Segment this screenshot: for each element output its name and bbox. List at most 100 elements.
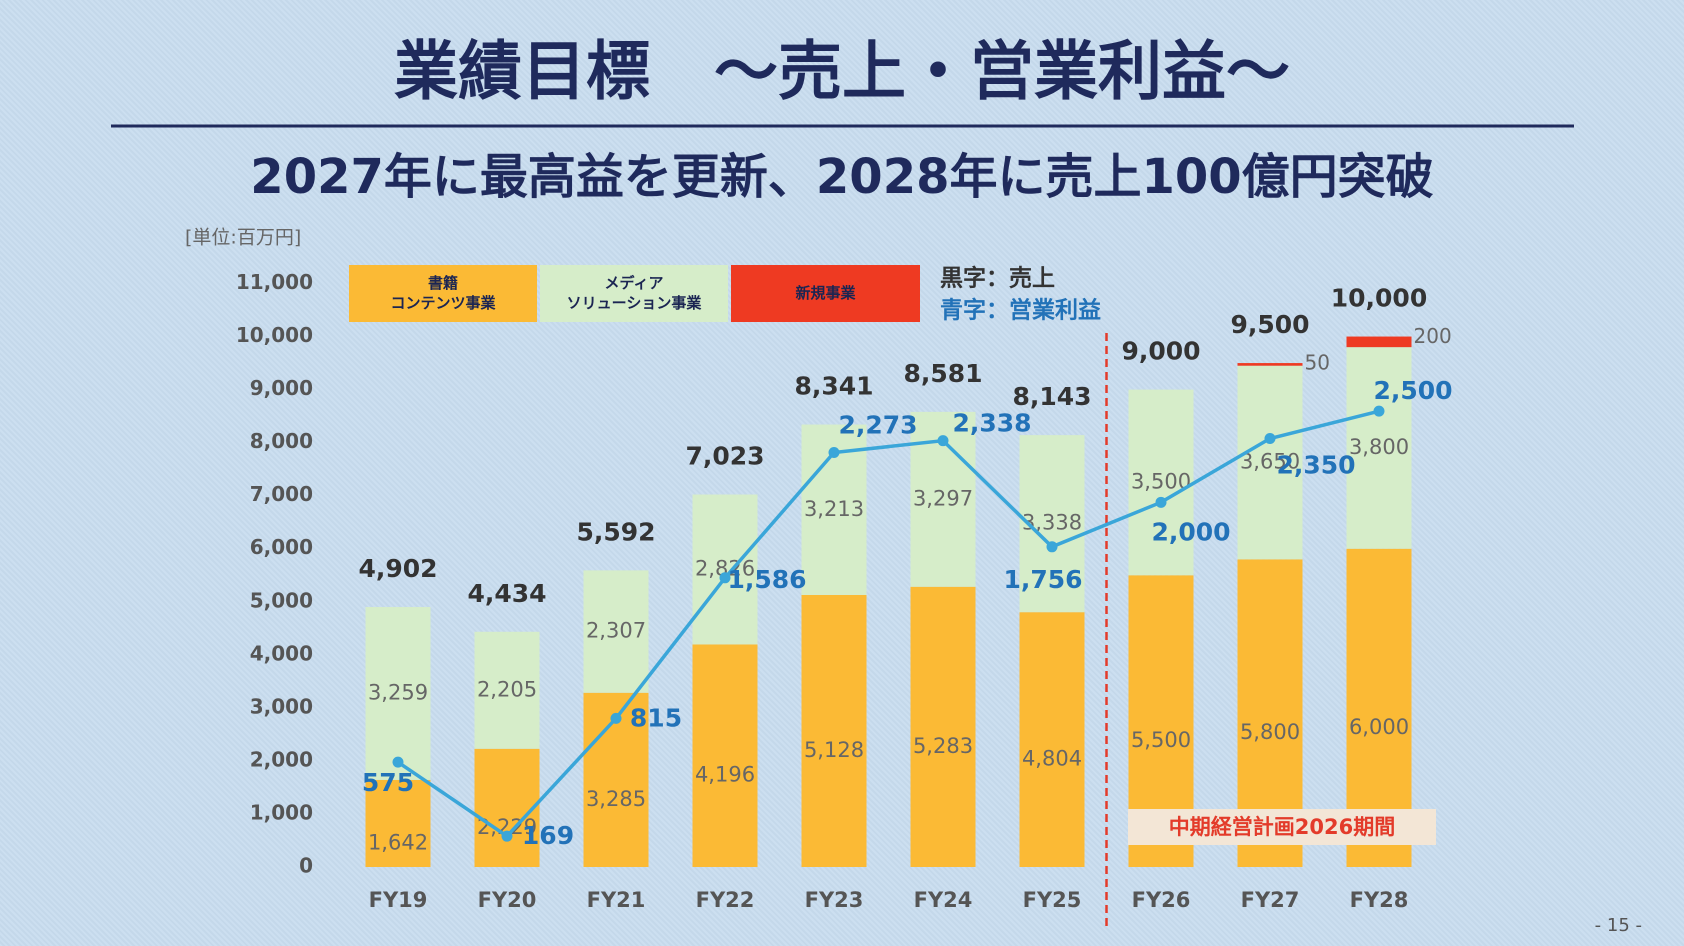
segment-label: 5,500	[1131, 728, 1191, 752]
profit-point	[1155, 496, 1167, 508]
y-tick-label: 4,000	[250, 641, 313, 665]
profit-point	[937, 435, 949, 447]
bar-segment	[365, 779, 431, 867]
y-tick-label: 11,000	[236, 270, 313, 294]
bar-segment	[692, 644, 758, 867]
y-tick-label: 9,000	[250, 376, 313, 400]
y-tick-label: 10,000	[236, 323, 313, 347]
total-label: 4,902	[358, 554, 437, 583]
profit-label: 575	[362, 768, 414, 797]
segment-label: 5,128	[804, 738, 864, 762]
bar-segment	[583, 570, 649, 693]
unit-label: [単位:百万円]	[185, 227, 301, 249]
segment-label: 3,650	[1240, 450, 1300, 474]
profit-label: 2,273	[838, 411, 917, 440]
subtitle: 2027年に最高益を更新、2028年に売上100億円突破	[250, 149, 1433, 205]
bar-segment	[474, 748, 540, 867]
profit-label: 2,338	[952, 409, 1031, 438]
annotation: 中期経営計画2026期間	[1169, 815, 1395, 839]
y-tick-label: 7,000	[250, 482, 313, 506]
total-label: 9,000	[1121, 337, 1200, 366]
profit-label: 2,500	[1373, 376, 1452, 405]
y-tick-label: 6,000	[250, 535, 313, 559]
y-tick-label: 5,000	[250, 588, 313, 612]
y-tick-label: 0	[299, 854, 313, 878]
profit-label: 1,586	[727, 565, 806, 594]
profit-line	[397, 409, 1380, 839]
segment-label: 200	[1414, 324, 1452, 348]
profit-point	[828, 447, 840, 459]
profit-point	[501, 830, 513, 842]
x-tick-label: FY28	[1350, 888, 1409, 912]
segment-label: 1,642	[368, 830, 428, 854]
total-label: 8,143	[1012, 382, 1091, 411]
segment-label: 6,000	[1349, 715, 1409, 739]
y-tick-label: 8,000	[250, 429, 313, 453]
total-label: 9,500	[1230, 310, 1309, 339]
x-tick-label: FY21	[587, 888, 646, 912]
x-tick-label: FY25	[1023, 888, 1082, 912]
segment-label: 4,804	[1022, 747, 1082, 771]
y-tick-label: 3,000	[250, 694, 313, 718]
profit-label: 2,350	[1276, 450, 1355, 479]
profit-point	[610, 712, 622, 724]
title: 業績目標 ～売上・営業利益～	[394, 36, 1290, 110]
x-tick-label: FY26	[1132, 888, 1191, 912]
bar-segment	[801, 594, 867, 867]
segment-label: 5,283	[913, 734, 973, 758]
bar-segment	[474, 631, 540, 749]
legend-item: 新規事業	[731, 265, 920, 322]
bar-segment	[1237, 365, 1303, 560]
segment-label: 3,213	[804, 497, 864, 521]
profit-point	[1373, 405, 1385, 417]
profit-point	[719, 572, 731, 584]
x-tick-label: FY27	[1241, 888, 1300, 912]
segment-label: 4,196	[695, 763, 755, 787]
y-tick-label: 2,000	[250, 747, 313, 771]
segment-label: 3,259	[368, 680, 428, 704]
x-tick-label: FY22	[696, 888, 755, 912]
legend-sales: 黒字：売上	[940, 265, 1055, 292]
segment-label: 3,285	[586, 787, 646, 811]
total-label: 7,023	[685, 441, 764, 470]
bar-segment	[692, 494, 758, 645]
segment-label: 3,800	[1349, 435, 1409, 459]
total-label: 4,434	[467, 579, 546, 608]
bar-segment	[365, 607, 431, 780]
bar-segment	[1019, 612, 1085, 867]
x-tick-label: FY20	[478, 888, 537, 912]
total-label: 10,000	[1331, 284, 1427, 313]
profit-point	[1046, 541, 1058, 553]
annotation-box	[1128, 809, 1436, 845]
profit-label: 1,756	[1003, 565, 1082, 594]
profit-label: 815	[630, 703, 682, 732]
bar-segment	[910, 586, 976, 867]
legend-item: メディア ソリューション事業	[540, 265, 728, 322]
legend-item: 書籍 コンテンツ事業	[349, 265, 537, 322]
bar-segment	[1346, 347, 1412, 549]
profit-label: 2,000	[1151, 517, 1230, 546]
x-tick-label: FY24	[914, 888, 973, 912]
page-number: - 15 -	[1595, 915, 1642, 936]
total-label: 8,341	[794, 372, 873, 401]
segment-label: 2,205	[477, 677, 537, 701]
total-label: 8,581	[903, 359, 982, 388]
segment-label: 3,338	[1022, 511, 1082, 535]
y-tick-label: 1,000	[250, 800, 313, 824]
segment-label: 3,297	[913, 486, 973, 510]
bar-segment	[1346, 336, 1412, 348]
segment-label: 5,800	[1240, 720, 1300, 744]
x-tick-label: FY19	[369, 888, 428, 912]
total-label: 5,592	[576, 517, 655, 546]
profit-point	[1264, 432, 1276, 444]
segment-label: 2,307	[586, 619, 646, 643]
profit-point	[392, 756, 404, 768]
profit-label: 169	[522, 821, 574, 850]
bar-segment	[1237, 363, 1303, 366]
bar-segment	[1128, 389, 1194, 576]
segment-label: 50	[1305, 351, 1330, 375]
legend-profit: 青字：営業利益	[940, 297, 1101, 324]
x-tick-label: FY23	[805, 888, 864, 912]
